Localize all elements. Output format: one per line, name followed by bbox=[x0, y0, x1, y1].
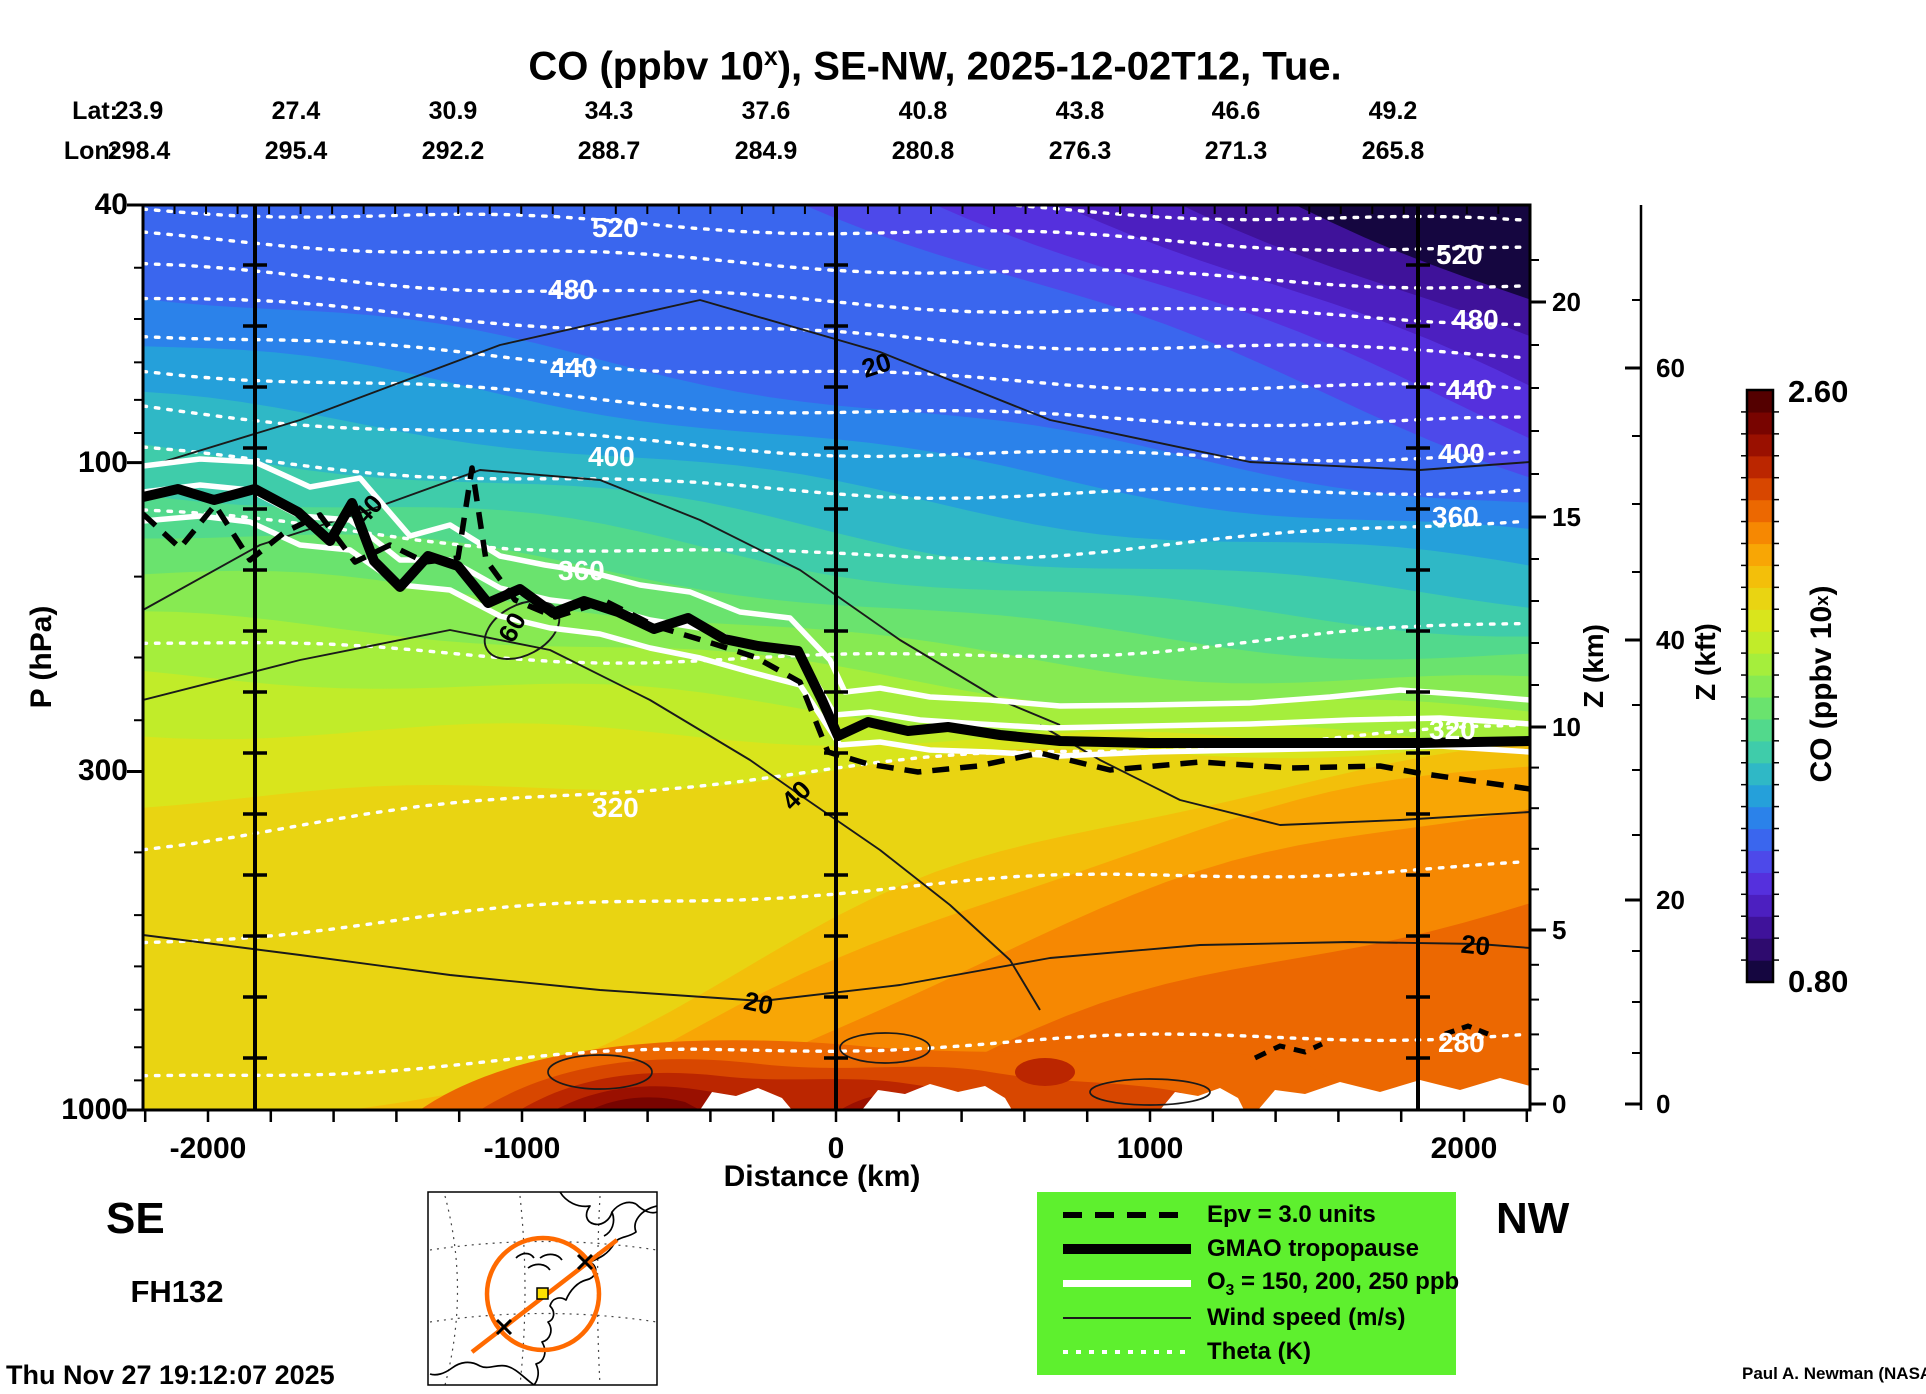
colorbar bbox=[1741, 388, 1779, 984]
colorbar-max-label: 2.60 bbox=[1788, 374, 1849, 409]
theta-contour-380 bbox=[143, 445, 1525, 501]
z-km-axis-title: Z (km) bbox=[1578, 624, 1609, 708]
attribution-text: Paul A. Newman (NASA bbox=[1742, 1364, 1926, 1383]
theta-contour-500 bbox=[143, 230, 1525, 290]
legend-item-epv: Epv = 3.0 units bbox=[1037, 1200, 1456, 1230]
theta-contour-400 bbox=[143, 404, 1525, 463]
pressure-axis-title: P (hPa) bbox=[25, 605, 58, 709]
wind-speed-contour bbox=[143, 629, 1041, 1011]
gmao-tropopause-line bbox=[143, 484, 1530, 748]
wind-line-sample bbox=[1063, 1316, 1191, 1319]
legend-item-label: Epv = 3.0 units bbox=[1207, 1201, 1376, 1229]
forecast-hour-label: FH132 bbox=[130, 1274, 224, 1309]
legend-item-tropopause: GMAO tropopause bbox=[1037, 1234, 1456, 1264]
map-inset bbox=[428, 1192, 657, 1385]
epv-contour bbox=[143, 465, 1530, 792]
theta-contour-480 bbox=[143, 261, 1525, 327]
graticule-line bbox=[429, 1240, 657, 1251]
coastline bbox=[559, 1192, 637, 1237]
theta-contour-460 bbox=[143, 296, 1525, 360]
coastline bbox=[515, 1252, 563, 1271]
legend-item-theta: Theta (K) bbox=[1037, 1337, 1456, 1367]
epv-dashed-line-sample bbox=[1063, 1212, 1191, 1219]
ozone-contour bbox=[143, 456, 1530, 709]
creation-timestamp: Thu Nov 27 19:12:07 2025 bbox=[6, 1360, 335, 1390]
theta-contour-560 bbox=[143, 158, 1523, 198]
z-kft-axis-title: Z (kft) bbox=[1690, 623, 1721, 701]
endpoint-nw-label: NW bbox=[1496, 1194, 1570, 1243]
colorbar-title: CO (ppbv 10 x) bbox=[1805, 585, 1838, 783]
legend-item-label: Theta (K) bbox=[1207, 1337, 1311, 1365]
waypoint-marker bbox=[536, 1287, 549, 1300]
endpoint-se-label: SE bbox=[106, 1194, 165, 1243]
theta-contour-520 bbox=[143, 207, 1525, 253]
theta-contour-340 bbox=[143, 621, 1525, 665]
graticule-line bbox=[596, 1195, 601, 1385]
theta-contour-540 bbox=[686, 205, 1525, 222]
tropopause-line-sample bbox=[1063, 1244, 1191, 1255]
theta-contour-360 bbox=[143, 508, 1525, 561]
graticule-line bbox=[444, 1195, 459, 1385]
theta-contour-420 bbox=[143, 369, 1525, 428]
map-inset-frame bbox=[427, 1191, 658, 1386]
theta-contour-440 bbox=[143, 335, 1525, 392]
filled-contour-field bbox=[143, 158, 1530, 1110]
colorbar-min-label: 0.80 bbox=[1788, 964, 1849, 999]
wind-speed-contour bbox=[143, 299, 1530, 471]
theta-contour-280 bbox=[143, 1032, 1525, 1078]
theta-contour-300 bbox=[143, 860, 1525, 945]
coastline bbox=[429, 1361, 535, 1385]
theta-dotted-line-sample bbox=[1063, 1349, 1191, 1354]
legend-item-label: Wind speed (m/s) bbox=[1207, 1303, 1406, 1331]
legend-item-wind: Wind speed (m/s) bbox=[1037, 1303, 1456, 1333]
ozone-line-sample bbox=[1063, 1279, 1191, 1287]
legend-box: Epv = 3.0 units GMAO tropopause O3 = 150… bbox=[1037, 1192, 1460, 1375]
wind-speed-contour bbox=[143, 934, 1530, 1002]
coastline bbox=[635, 1203, 657, 1214]
ozone-contour bbox=[143, 513, 1530, 759]
range-circle bbox=[484, 1235, 602, 1353]
page-title: CO (ppbv 10x), SE-NW, 2025-12-02T12, Tue… bbox=[528, 44, 1342, 89]
graticule-line bbox=[429, 1312, 657, 1323]
legend-item-ozone: O3 = 150, 200, 250 ppb bbox=[1037, 1267, 1460, 1299]
legend-item-label: O3 = 150, 200, 250 ppb bbox=[1207, 1267, 1460, 1299]
graticule-line bbox=[519, 1195, 526, 1385]
distance-axis-title: Distance (km) bbox=[723, 1160, 921, 1193]
legend-item-label: GMAO tropopause bbox=[1207, 1235, 1420, 1263]
lon-row-label: Lon: bbox=[63, 137, 118, 165]
lat-row-label: Lat: bbox=[72, 97, 118, 125]
